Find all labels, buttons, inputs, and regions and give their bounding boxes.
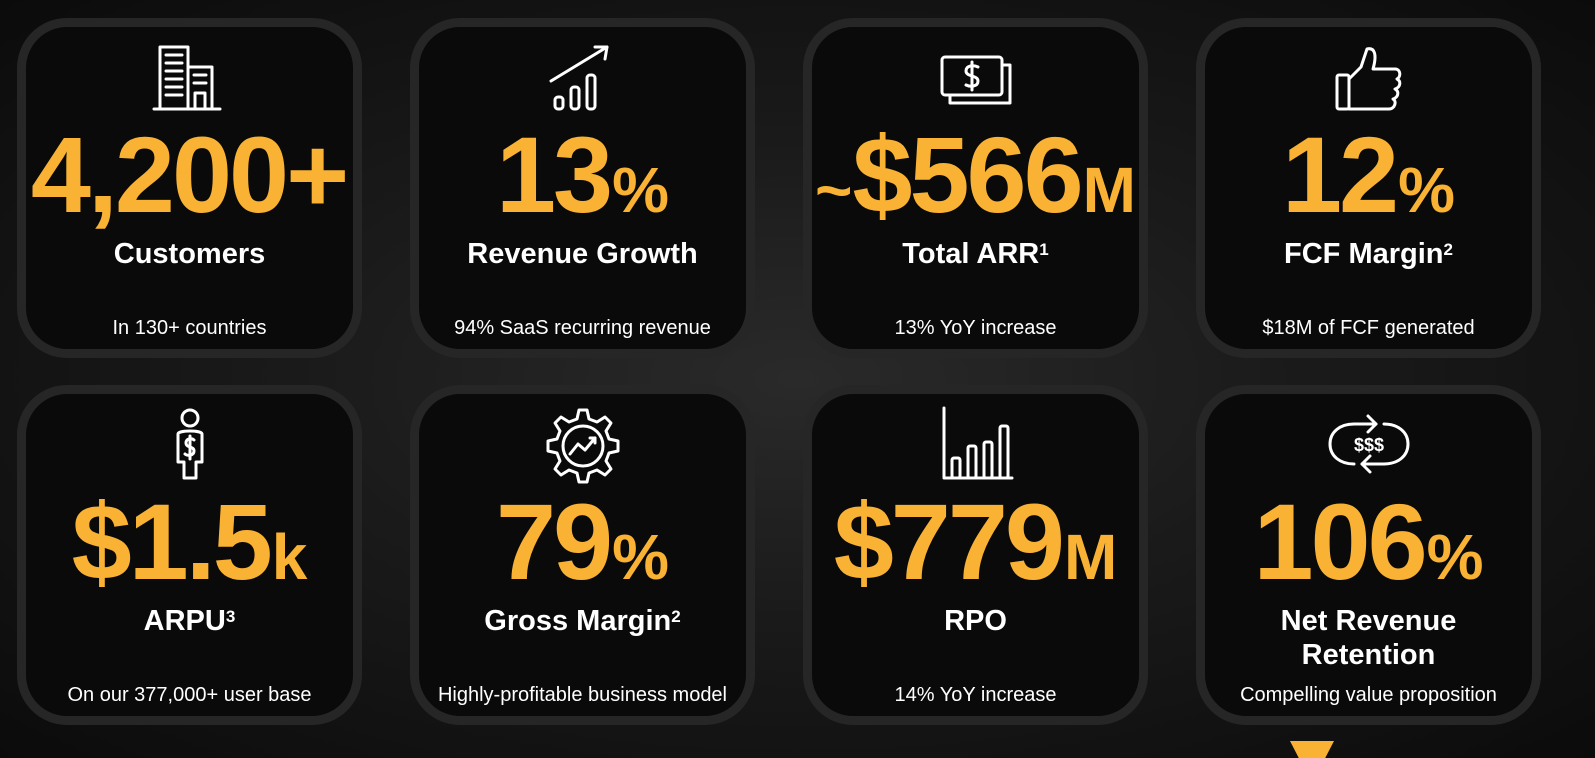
metric-subtext: $18M of FCF generated <box>1262 317 1475 339</box>
metric-card-total-arr: ~$566M Total ARR1 13% YoY increase <box>803 18 1148 358</box>
metric-label: Revenue Growth <box>467 238 698 270</box>
metric-label: Customers <box>113 238 266 270</box>
recurring-dollars-icon: $$$ <box>1205 406 1532 486</box>
metric-label: ARPU3 <box>143 605 236 637</box>
metric-label: FCF Margin2 <box>1284 238 1453 270</box>
bar-chart-icon <box>812 406 1139 486</box>
metric-value: 13% <box>495 114 670 235</box>
gear-chart-icon <box>419 406 746 486</box>
metric-subtext: In 130+ countries <box>112 317 267 339</box>
metric-subtext: On our 377,000+ user base <box>67 684 312 706</box>
metric-subtext: Compelling value proposition <box>1240 684 1497 706</box>
svg-text:$$$: $$$ <box>1353 435 1383 455</box>
metric-value: ~$566M <box>815 114 1136 235</box>
metric-label: Net Revenue Retention <box>1280 605 1457 671</box>
metric-card-customers: 4,200+ Customers In 130+ countries <box>17 18 362 358</box>
metric-subtext: 14% YoY increase <box>894 684 1057 706</box>
metric-card-net-revenue-retention: $$$ 106% Net Revenue Retention Compelling… <box>1196 385 1541 725</box>
metric-value: $779M <box>833 481 1118 602</box>
metric-value: 12% <box>1281 114 1456 235</box>
metric-subtext: Highly-profitable business model <box>437 684 728 706</box>
metric-label: Gross Margin2 <box>484 605 681 637</box>
metric-value: 106% <box>1253 481 1484 602</box>
metric-value: $1.5k <box>71 481 308 602</box>
metric-subtext: 13% YoY increase <box>894 317 1057 339</box>
user-dollar-icon <box>26 406 353 486</box>
metric-subtext: 94% SaaS recurring revenue <box>454 317 711 339</box>
metric-label: RPO <box>944 605 1007 637</box>
growth-chart-icon <box>419 39 746 119</box>
metric-card-fcf-margin: 12% FCF Margin2 $18M of FCF generated <box>1196 18 1541 358</box>
office-building-icon <box>26 39 353 119</box>
thumbs-up-icon <box>1205 39 1532 119</box>
metric-value: 4,200+ <box>30 114 349 235</box>
metric-card-arpu: $1.5k ARPU3 On our 377,000+ user base <box>17 385 362 725</box>
metric-card-gross-margin: 79% Gross Margin2 Highly-profitable busi… <box>410 385 755 725</box>
banknotes-icon <box>812 39 1139 119</box>
metric-label: Total ARR1 <box>902 238 1049 270</box>
metric-value: 79% <box>495 481 670 602</box>
metric-card-revenue-growth: 13% Revenue Growth 94% SaaS recurring re… <box>410 18 755 358</box>
bottom-accent-marker <box>1290 741 1334 758</box>
metric-card-rpo: $779M RPO 14% YoY increase <box>803 385 1148 725</box>
